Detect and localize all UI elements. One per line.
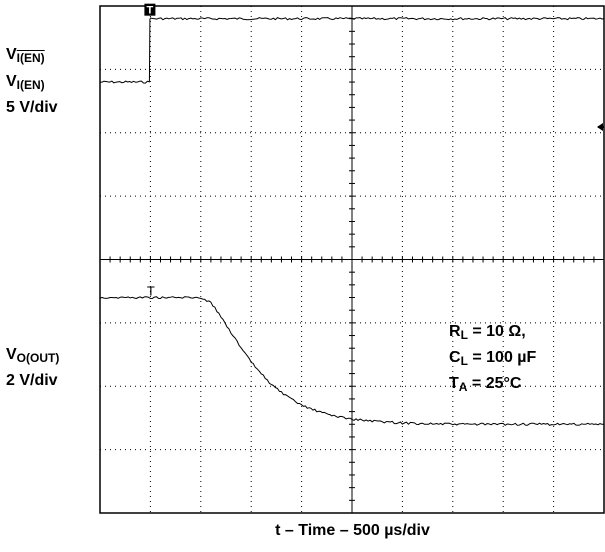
marker-box — [144, 3, 156, 16]
trace-markers: TT — [144, 3, 156, 299]
annotation-ta: TA = 25°C — [449, 375, 522, 394]
channel2-trigger-marker: T — [147, 284, 155, 299]
annotation-cl: CL = 100 µF — [449, 349, 537, 368]
plot-frame — [99, 5, 605, 514]
ground-reference-arrow-stem — [598, 126, 604, 128]
channel1-label-inverted: VI(EN) — [6, 46, 45, 65]
channel1-label: VI(EN) — [6, 73, 45, 92]
annotation-rl: RL = 10 Ω, — [449, 323, 526, 342]
traces — [99, 17, 605, 426]
trace-enable — [99, 17, 605, 84]
x-axis-label: t – Time – 500 µs/div — [275, 522, 430, 539]
grid — [99, 5, 605, 514]
channel1-scale: 5 V/div — [6, 99, 58, 116]
channel2-label: VO(OUT) — [6, 346, 60, 365]
channel1-trigger-marker: T — [147, 5, 154, 17]
trace-output — [99, 296, 604, 426]
channel2-scale: 2 V/div — [6, 372, 58, 389]
